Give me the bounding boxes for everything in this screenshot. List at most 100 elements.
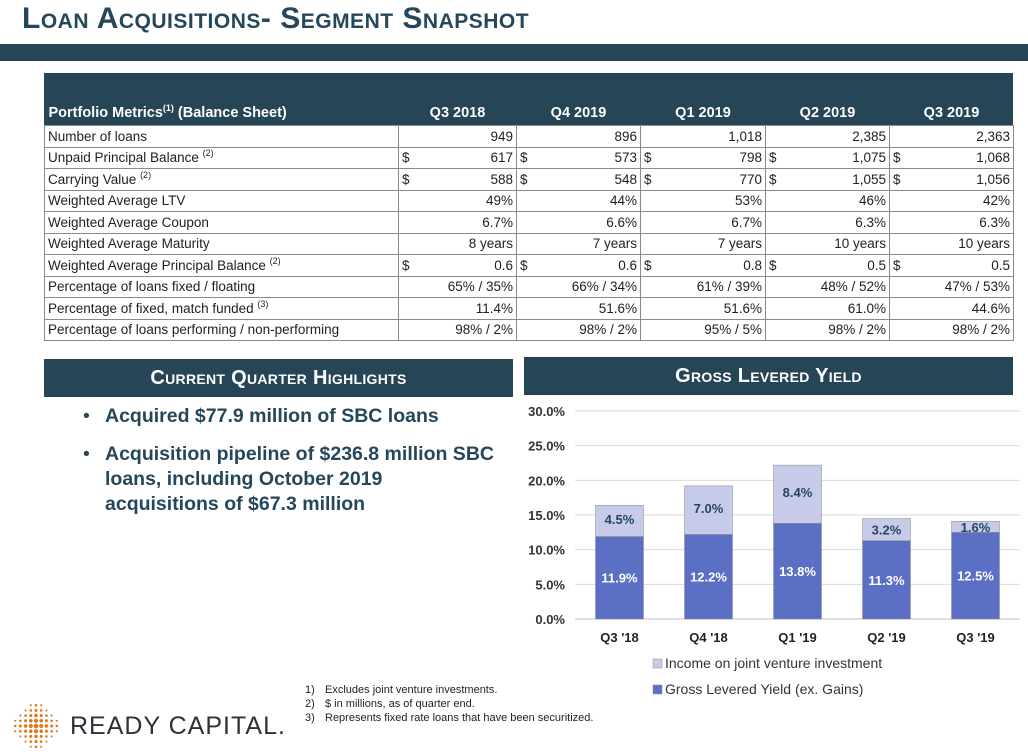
- bullet-glyph: •: [83, 443, 90, 465]
- table-cell: 98% / 2%: [398, 318, 517, 341]
- metrics-table: Portfolio Metrics(1) (Balance Sheet) Q3 …: [44, 100, 1014, 341]
- table-cell: $1,068: [889, 146, 1014, 169]
- table-cell: 98% / 2%: [516, 318, 641, 341]
- table-cell: $798: [640, 146, 766, 169]
- row-label: Weighted Average Coupon: [44, 211, 399, 234]
- table-row: Weighted Average Principal Balance (2) $0…: [44, 254, 1014, 277]
- table-cell: $0.6: [516, 254, 641, 277]
- column-header-metric: Portfolio Metrics(1) (Balance Sheet): [45, 100, 399, 126]
- x-tick-label: Q3 '18: [600, 630, 639, 645]
- table-cell: 61.0%: [765, 297, 890, 320]
- table-row: Carrying Value (2) $588 $548 $770 $1,055 $1,0…: [44, 168, 1014, 191]
- table-cell: 7 years: [640, 232, 766, 255]
- footnotes: 1) Excludes joint venture investments. 2)…: [305, 683, 593, 725]
- logo-dot: [55, 719, 58, 722]
- logo-dot: [29, 709, 33, 712]
- table-cell: $1,056: [889, 168, 1014, 191]
- table-cell: 44.6%: [889, 297, 1014, 320]
- table-cell: $0.6: [398, 254, 517, 277]
- logo-dot: [23, 724, 28, 728]
- logo-dot: [34, 745, 38, 749]
- logo-dot: [44, 724, 49, 728]
- logo-dot: [29, 729, 33, 733]
- table-cell: 896: [516, 125, 641, 148]
- data-label: 1.6%: [961, 520, 991, 535]
- legend-swatch-jv-income: [652, 658, 663, 669]
- logo-dot: [13, 724, 17, 728]
- bar-gross-levered-yield: [684, 534, 733, 620]
- row-label: Unpaid Principal Balance (2): [44, 146, 399, 169]
- bar-jv-income: [684, 485, 733, 535]
- logo-dot: [19, 714, 22, 717]
- table-cell: $548: [516, 168, 641, 191]
- table-cell: 65% / 35%: [398, 275, 517, 298]
- data-label: 13.8%: [779, 564, 816, 579]
- table-row: Unpaid Principal Balance (2) $617 $573 $798…: [44, 146, 1014, 169]
- logo-dot: [34, 713, 38, 718]
- column-header: Q3 2018: [429, 104, 486, 121]
- table-cell: 66% / 34%: [516, 275, 641, 298]
- table-cell: $0.8: [640, 254, 766, 277]
- logo-dot: [50, 729, 53, 733]
- bullet-glyph: •: [83, 405, 90, 427]
- data-label: 12.5%: [957, 569, 994, 584]
- header-suffix: (Balance Sheet): [173, 104, 287, 121]
- logo-dot: [45, 740, 48, 743]
- highlight-text: Acquired $77.9 million of SBC loans: [105, 405, 439, 427]
- logo-dot: [39, 723, 44, 729]
- bar-jv-income: [595, 505, 644, 537]
- row-label: Weighted Average LTV: [44, 189, 399, 212]
- table-cell: 42%: [889, 189, 1014, 212]
- logo-dot: [29, 745, 32, 748]
- table-cell: 6.7%: [640, 211, 766, 234]
- table-cell: 44%: [516, 189, 641, 212]
- table-cell: $0.5: [765, 254, 890, 277]
- logo-dot: [24, 729, 28, 733]
- logo-dot: [39, 740, 43, 743]
- logo-dot: [50, 735, 53, 738]
- logo-dot: [24, 735, 27, 738]
- table-header-row: Portfolio Metrics(1) (Balance Sheet) Q3 …: [45, 100, 1014, 126]
- row-label: Carrying Value (2): [44, 168, 399, 191]
- row-label: Percentage of loans fixed / floating: [44, 275, 399, 298]
- data-label: 3.2%: [872, 523, 902, 538]
- logo-dot: [40, 704, 43, 707]
- table-cell: 2,385: [765, 125, 890, 148]
- y-tick-label: 0.0%: [535, 612, 565, 627]
- logo-dot: [19, 719, 22, 723]
- logo-dot: [29, 714, 33, 718]
- table-cell: 48% / 52%: [765, 275, 890, 298]
- table-cell: $588: [398, 168, 517, 191]
- table-cell: 47% / 53%: [889, 275, 1014, 298]
- table-row: Percentage of fixed, match funded (3) 11.…: [44, 297, 1014, 320]
- logo-dot: [19, 729, 22, 733]
- logo-dot: [33, 723, 39, 729]
- y-tick-label: 20.0%: [528, 473, 565, 488]
- chart-heading: Gross Levered Yield: [524, 357, 1013, 395]
- table-cell: 11.4%: [398, 297, 517, 320]
- legend-label: Gross Levered Yield (ex. Gains): [665, 681, 863, 697]
- table-cell: 10 years: [889, 232, 1014, 255]
- row-label: Number of loans: [44, 125, 399, 148]
- data-label: 12.2%: [690, 570, 727, 585]
- highlight-text: Acquisition pipeline of $236.8 million S…: [105, 443, 494, 515]
- logo-dot: [55, 724, 59, 728]
- table-cell: 6.6%: [516, 211, 641, 234]
- column-header: Q1 2019: [675, 104, 731, 121]
- bar-gross-levered-yield: [862, 540, 911, 620]
- table-cell: $617: [398, 146, 517, 169]
- header-label: Portfolio Metrics: [48, 104, 163, 121]
- y-tick-label: 5.0%: [535, 577, 565, 592]
- legend-label: Income on joint venture investment: [665, 655, 882, 671]
- logo-dot: [39, 714, 43, 718]
- table-cell: 6.7%: [398, 211, 517, 234]
- logo-dot: [18, 724, 22, 728]
- table-row: Weighted Average LTV 49% 44% 53% 46% 42%: [44, 189, 1014, 212]
- ready-capital-logo: READY CAPITAL.: [12, 703, 286, 749]
- table-cell: $1,075: [765, 146, 890, 169]
- y-tick-label: 15.0%: [528, 508, 565, 523]
- table-cell: 6.3%: [765, 211, 890, 234]
- table-cell: $573: [516, 146, 641, 169]
- data-label: 4.5%: [605, 512, 635, 527]
- x-tick-label: Q4 '18: [689, 630, 728, 645]
